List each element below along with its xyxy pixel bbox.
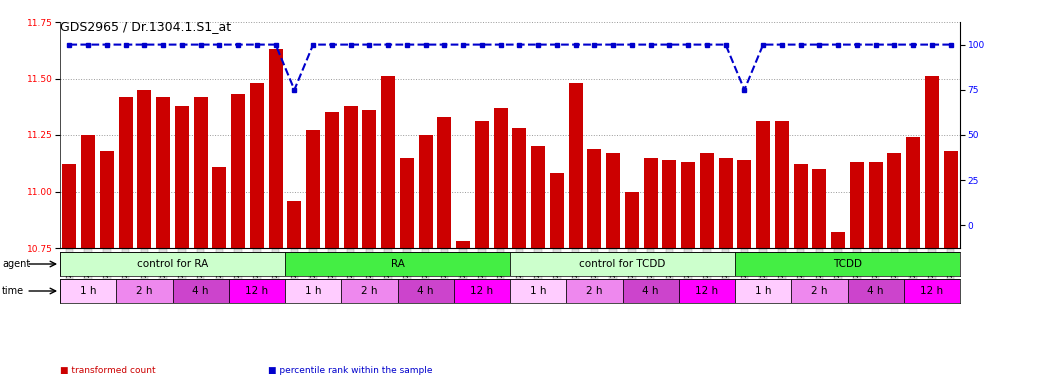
Text: 12 h: 12 h <box>470 286 493 296</box>
Bar <box>285 279 342 303</box>
Bar <box>231 94 245 248</box>
Bar <box>381 76 395 248</box>
Bar <box>513 128 526 248</box>
Text: TCDD: TCDD <box>834 259 862 269</box>
Text: 4 h: 4 h <box>643 286 659 296</box>
Bar <box>550 174 564 248</box>
Bar <box>288 200 301 248</box>
Bar <box>285 252 510 276</box>
Bar <box>474 121 489 248</box>
Bar <box>228 279 285 303</box>
Bar <box>116 279 172 303</box>
Bar <box>437 117 452 248</box>
Bar <box>623 279 679 303</box>
Bar <box>813 169 826 248</box>
Bar <box>269 49 282 248</box>
Bar <box>588 149 601 248</box>
Text: 12 h: 12 h <box>245 286 269 296</box>
Text: 4 h: 4 h <box>192 286 209 296</box>
Bar <box>172 279 228 303</box>
Bar <box>774 121 789 248</box>
Text: agent: agent <box>2 259 30 269</box>
Bar <box>735 279 791 303</box>
Text: control for RA: control for RA <box>137 259 209 269</box>
Bar <box>100 151 114 248</box>
Text: ■ transformed count: ■ transformed count <box>60 366 156 375</box>
Bar <box>342 279 398 303</box>
Bar <box>718 157 733 248</box>
Bar <box>681 162 695 248</box>
Text: 1 h: 1 h <box>305 286 322 296</box>
Bar <box>156 97 170 248</box>
Text: 12 h: 12 h <box>695 286 718 296</box>
Bar <box>454 279 510 303</box>
Bar <box>944 151 958 248</box>
Bar <box>494 108 508 248</box>
Text: 2 h: 2 h <box>811 286 827 296</box>
Text: ■ percentile rank within the sample: ■ percentile rank within the sample <box>268 366 432 375</box>
Bar <box>869 162 882 248</box>
Bar <box>400 157 414 248</box>
Bar <box>791 279 847 303</box>
Text: 2 h: 2 h <box>586 286 603 296</box>
Bar <box>213 167 226 248</box>
Text: 1 h: 1 h <box>80 286 97 296</box>
Text: 12 h: 12 h <box>921 286 944 296</box>
Bar <box>250 83 264 248</box>
Bar <box>662 160 677 248</box>
Bar <box>850 162 864 248</box>
Bar <box>794 164 808 248</box>
Bar <box>569 83 582 248</box>
Bar <box>756 121 770 248</box>
Bar <box>398 279 454 303</box>
Bar <box>737 160 752 248</box>
Bar <box>531 146 545 248</box>
Bar <box>904 279 960 303</box>
Bar <box>306 131 320 248</box>
Bar <box>118 97 133 248</box>
Text: 2 h: 2 h <box>136 286 153 296</box>
Bar <box>679 279 735 303</box>
Bar <box>60 279 116 303</box>
Bar <box>925 76 939 248</box>
Bar <box>418 135 433 248</box>
Bar <box>62 164 77 248</box>
Bar <box>567 279 623 303</box>
Bar <box>510 279 567 303</box>
Bar <box>625 192 639 248</box>
Text: control for TCDD: control for TCDD <box>579 259 665 269</box>
Text: time: time <box>2 286 24 296</box>
Bar <box>81 135 95 248</box>
Bar <box>60 252 285 276</box>
Bar <box>735 252 960 276</box>
Bar <box>174 106 189 248</box>
Text: 4 h: 4 h <box>417 286 434 296</box>
Bar <box>644 157 658 248</box>
Bar <box>831 232 845 248</box>
Bar <box>906 137 920 248</box>
Bar <box>344 106 358 248</box>
Bar <box>362 110 377 248</box>
Bar <box>137 90 152 248</box>
Bar <box>606 153 620 248</box>
Bar <box>887 153 901 248</box>
Text: 1 h: 1 h <box>755 286 771 296</box>
Text: 4 h: 4 h <box>868 286 884 296</box>
Bar <box>510 252 735 276</box>
Text: 2 h: 2 h <box>361 286 378 296</box>
Bar <box>456 241 470 248</box>
Text: GDS2965 / Dr.1304.1.S1_at: GDS2965 / Dr.1304.1.S1_at <box>60 20 231 33</box>
Bar <box>700 153 714 248</box>
Bar <box>194 97 208 248</box>
Bar <box>847 279 904 303</box>
Text: RA: RA <box>390 259 405 269</box>
Text: 1 h: 1 h <box>529 286 546 296</box>
Bar <box>325 113 338 248</box>
